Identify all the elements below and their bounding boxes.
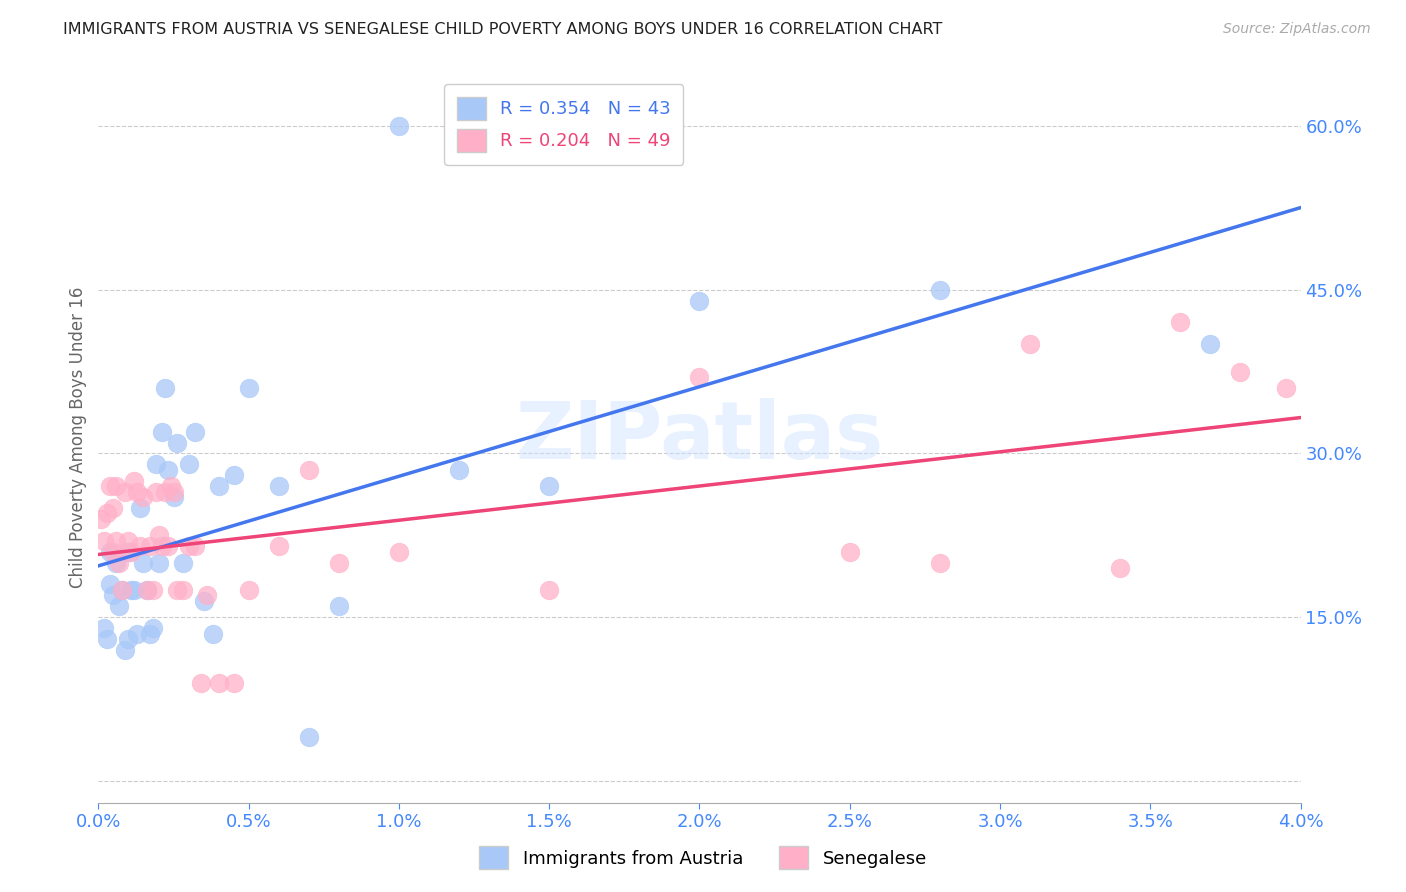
Point [1019, 337, 1042, 351]
Point [1229, 365, 1251, 379]
Point [177, 539, 200, 553]
Point [166, 435, 188, 450]
Point [838, 545, 860, 559]
Point [159, 479, 181, 493]
Point [108, 556, 131, 570]
Point [928, 556, 950, 570]
Point [156, 463, 179, 477]
Point [689, 293, 711, 308]
Point [121, 545, 143, 559]
Point [117, 545, 139, 559]
Point [121, 582, 143, 597]
Point [156, 539, 179, 553]
Point [105, 556, 128, 570]
Point [124, 582, 146, 597]
Point [177, 458, 200, 472]
Point [201, 626, 224, 640]
Point [132, 490, 155, 504]
Point [298, 463, 321, 477]
Point [103, 545, 125, 559]
Text: ZIPatlas: ZIPatlas [516, 398, 883, 476]
Point [148, 556, 170, 570]
Point [153, 484, 176, 499]
Point [328, 599, 350, 614]
Point [129, 539, 152, 553]
Legend: R = 0.354   N = 43, R = 0.204   N = 49: R = 0.354 N = 43, R = 0.204 N = 49 [444, 84, 683, 165]
Point [238, 381, 260, 395]
Point [100, 545, 122, 559]
Point [298, 731, 321, 745]
Point [238, 582, 260, 597]
Point [388, 545, 411, 559]
Point [153, 381, 176, 395]
Point [93, 621, 115, 635]
Point [538, 582, 561, 597]
Point [538, 479, 561, 493]
Point [127, 484, 149, 499]
Point [111, 582, 134, 597]
Point [183, 539, 205, 553]
Point [129, 501, 152, 516]
Point [267, 539, 290, 553]
Point [162, 484, 184, 499]
Point [1274, 381, 1296, 395]
Y-axis label: Child Poverty Among Boys Under 16: Child Poverty Among Boys Under 16 [69, 286, 87, 588]
Point [145, 458, 167, 472]
Point [127, 626, 149, 640]
Point [138, 626, 160, 640]
Point [114, 484, 136, 499]
Point [328, 556, 350, 570]
Point [190, 675, 212, 690]
Point [96, 507, 118, 521]
Point [689, 370, 711, 384]
Point [138, 539, 160, 553]
Point [1168, 315, 1191, 329]
Point [117, 632, 139, 646]
Legend: Immigrants from Austria, Senegalese: Immigrants from Austria, Senegalese [470, 838, 936, 879]
Point [183, 425, 205, 439]
Point [150, 539, 173, 553]
Point [148, 528, 170, 542]
Point [132, 556, 155, 570]
Point [208, 479, 231, 493]
Point [145, 484, 167, 499]
Point [103, 501, 125, 516]
Point [141, 621, 163, 635]
Point [105, 533, 128, 548]
Point [928, 283, 950, 297]
Point [193, 594, 215, 608]
Point [222, 675, 245, 690]
Point [222, 468, 245, 483]
Point [114, 643, 136, 657]
Point [1109, 561, 1132, 575]
Text: IMMIGRANTS FROM AUSTRIA VS SENEGALESE CHILD POVERTY AMONG BOYS UNDER 16 CORRELAT: IMMIGRANTS FROM AUSTRIA VS SENEGALESE CH… [63, 22, 942, 37]
Point [150, 425, 173, 439]
Point [96, 632, 118, 646]
Point [1199, 337, 1222, 351]
Point [172, 556, 194, 570]
Point [135, 582, 157, 597]
Point [100, 577, 122, 591]
Point [195, 588, 218, 602]
Point [108, 599, 131, 614]
Point [103, 588, 125, 602]
Point [117, 533, 139, 548]
Point [105, 479, 128, 493]
Text: Source: ZipAtlas.com: Source: ZipAtlas.com [1223, 22, 1371, 37]
Point [124, 474, 146, 488]
Point [100, 479, 122, 493]
Point [135, 582, 157, 597]
Point [93, 533, 115, 548]
Point [111, 582, 134, 597]
Point [172, 582, 194, 597]
Point [447, 463, 470, 477]
Point [90, 512, 112, 526]
Point [208, 675, 231, 690]
Point [267, 479, 290, 493]
Point [162, 490, 184, 504]
Point [388, 119, 411, 133]
Point [141, 582, 163, 597]
Point [166, 582, 188, 597]
